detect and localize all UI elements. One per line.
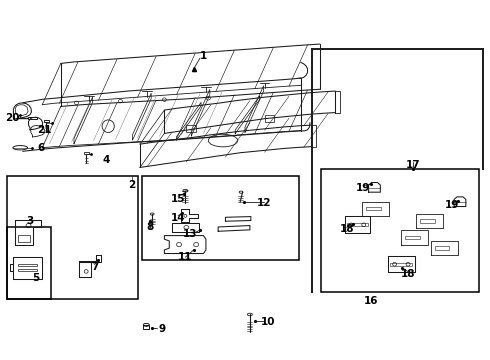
Bar — [405, 235, 420, 239]
Text: 3: 3 — [26, 216, 34, 226]
Text: 9: 9 — [158, 324, 166, 334]
Text: 21: 21 — [37, 125, 52, 135]
Bar — [84, 152, 89, 154]
Bar — [265, 115, 274, 122]
Text: 8: 8 — [146, 222, 153, 231]
Text: 2: 2 — [128, 180, 135, 190]
Text: 7: 7 — [91, 262, 98, 272]
Text: 10: 10 — [261, 317, 275, 327]
Bar — [18, 264, 37, 266]
Text: 16: 16 — [364, 296, 378, 306]
Text: 5: 5 — [32, 273, 40, 283]
Text: 18: 18 — [401, 269, 416, 279]
Bar — [186, 125, 196, 132]
Bar — [44, 120, 49, 122]
Text: 4: 4 — [102, 155, 109, 165]
Text: 13: 13 — [183, 229, 197, 239]
Bar — [144, 325, 149, 329]
Bar — [18, 269, 37, 271]
Bar — [435, 246, 449, 250]
Bar — [311, 125, 316, 147]
Text: 14: 14 — [171, 213, 185, 223]
Text: 19: 19 — [445, 200, 459, 210]
Bar — [420, 220, 435, 223]
Text: 1: 1 — [200, 51, 207, 61]
Bar — [321, 169, 479, 292]
Text: 17: 17 — [406, 159, 420, 170]
Bar — [335, 91, 340, 113]
Text: 19: 19 — [356, 183, 370, 193]
Text: 12: 12 — [256, 198, 271, 208]
Bar — [6, 227, 51, 299]
Text: 6: 6 — [38, 143, 45, 153]
Bar — [28, 117, 37, 120]
Bar — [347, 224, 368, 226]
Bar — [366, 207, 381, 211]
Bar — [18, 234, 30, 242]
Text: 11: 11 — [178, 252, 193, 262]
Bar — [143, 176, 299, 260]
Bar — [391, 263, 413, 266]
Text: 18: 18 — [340, 225, 354, 234]
Bar — [6, 176, 138, 299]
Text: 20: 20 — [5, 113, 19, 123]
Text: 15: 15 — [171, 194, 185, 204]
